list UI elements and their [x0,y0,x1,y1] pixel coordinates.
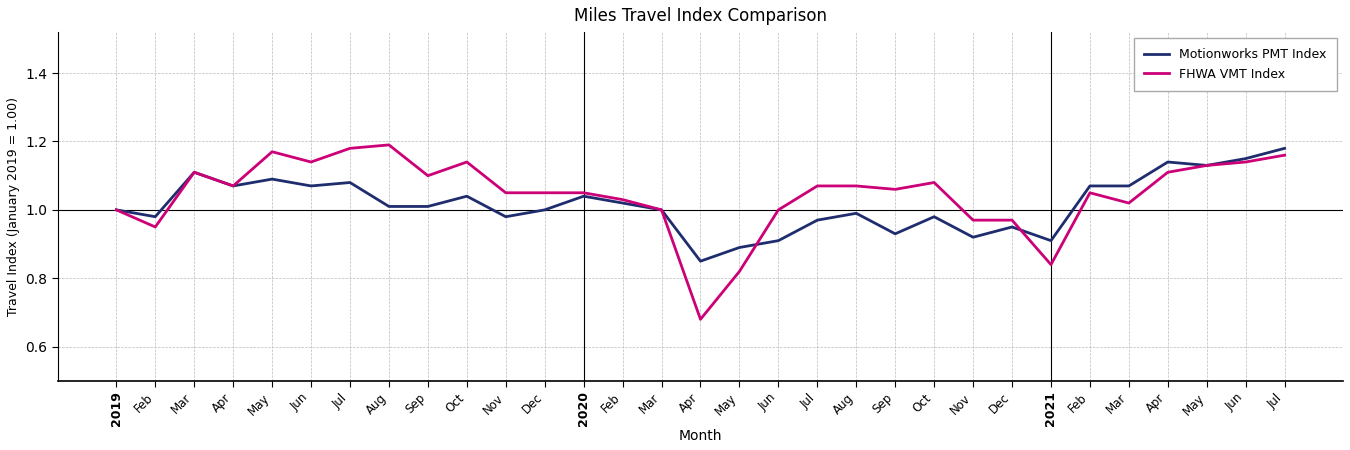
FHWA VMT Index [108,207,124,212]
Motionworks PMT Index [381,204,397,209]
FHWA VMT Index [342,146,358,151]
Motionworks PMT Index [147,214,163,220]
FHWA VMT Index [732,269,748,274]
Line: Motionworks PMT Index: Motionworks PMT Index [116,148,1285,261]
Motionworks PMT Index [1199,163,1215,168]
FHWA VMT Index [186,170,202,175]
Motionworks PMT Index [225,183,242,189]
X-axis label: Month: Month [679,429,722,443]
Motionworks PMT Index [965,234,981,240]
Motionworks PMT Index [732,245,748,250]
FHWA VMT Index [693,317,709,322]
Motionworks PMT Index [186,170,202,175]
Motionworks PMT Index [575,194,591,199]
FHWA VMT Index [536,190,552,195]
Y-axis label: Travel Index (January 2019 = 1.00): Travel Index (January 2019 = 1.00) [7,97,20,316]
FHWA VMT Index [420,173,436,178]
Motionworks PMT Index [771,238,787,243]
FHWA VMT Index [147,224,163,230]
Motionworks PMT Index [302,183,319,189]
Motionworks PMT Index [1160,159,1176,165]
Motionworks PMT Index [809,217,825,223]
Motionworks PMT Index [848,211,864,216]
FHWA VMT Index [926,180,942,185]
FHWA VMT Index [1004,217,1021,223]
FHWA VMT Index [498,190,514,195]
Motionworks PMT Index [614,200,630,206]
Motionworks PMT Index [887,231,903,237]
Motionworks PMT Index [108,207,124,212]
FHWA VMT Index [1120,200,1137,206]
Motionworks PMT Index [536,207,552,212]
FHWA VMT Index [848,183,864,189]
FHWA VMT Index [575,190,591,195]
Motionworks PMT Index [1238,156,1254,161]
FHWA VMT Index [809,183,825,189]
Motionworks PMT Index [420,204,436,209]
Motionworks PMT Index [693,258,709,264]
Motionworks PMT Index [1120,183,1137,189]
FHWA VMT Index [1238,159,1254,165]
FHWA VMT Index [965,217,981,223]
Motionworks PMT Index [1277,146,1293,151]
FHWA VMT Index [1160,170,1176,175]
FHWA VMT Index [265,149,281,154]
Legend: Motionworks PMT Index, FHWA VMT Index: Motionworks PMT Index, FHWA VMT Index [1134,38,1336,90]
Motionworks PMT Index [1081,183,1098,189]
FHWA VMT Index [381,142,397,148]
Motionworks PMT Index [1004,224,1021,230]
Motionworks PMT Index [342,180,358,185]
FHWA VMT Index [887,187,903,192]
FHWA VMT Index [225,183,242,189]
Motionworks PMT Index [265,176,281,182]
FHWA VMT Index [1277,153,1293,158]
FHWA VMT Index [1081,190,1098,195]
Motionworks PMT Index [1044,238,1060,243]
Motionworks PMT Index [498,214,514,220]
Motionworks PMT Index [653,207,670,212]
FHWA VMT Index [653,207,670,212]
FHWA VMT Index [614,197,630,202]
Line: FHWA VMT Index: FHWA VMT Index [116,145,1285,320]
Motionworks PMT Index [459,194,475,199]
FHWA VMT Index [1044,262,1060,267]
FHWA VMT Index [1199,163,1215,168]
FHWA VMT Index [302,159,319,165]
FHWA VMT Index [459,159,475,165]
Motionworks PMT Index [926,214,942,220]
Title: Miles Travel Index Comparison: Miles Travel Index Comparison [574,7,828,25]
FHWA VMT Index [771,207,787,212]
